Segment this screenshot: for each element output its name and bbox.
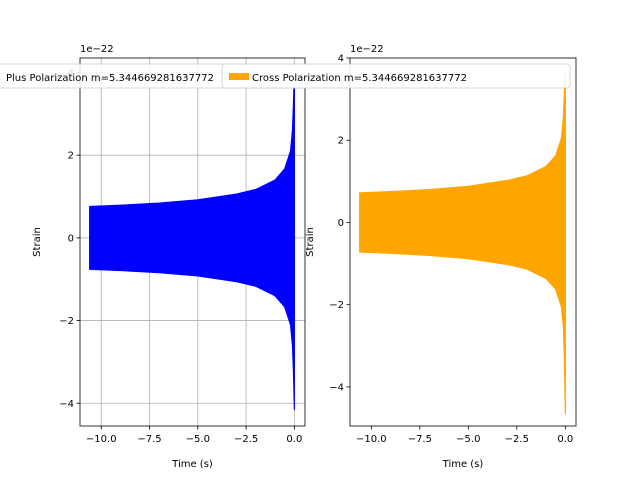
y-tick-label: −2 [59, 316, 74, 327]
x-tick-label: −2.5 [234, 434, 258, 445]
y-axis-label: Strain [305, 227, 316, 257]
cross-polarization-series [359, 73, 566, 415]
cross-legend: Cross Polarization m=5.344669281637772 [221, 63, 571, 89]
y-tick-label: −4 [329, 382, 344, 393]
y-axis-label: Strain [32, 227, 43, 257]
x-tick-label: 0.0 [557, 434, 573, 445]
axes-frame [79, 57, 306, 427]
y-tick-label: −2 [329, 300, 344, 311]
y-tick-label: 0 [338, 218, 344, 229]
y-tick-label: 4 [338, 54, 344, 65]
legend-entry-cross: Cross Polarization m=5.344669281637772 [252, 73, 467, 84]
x-tick-label: −7.5 [408, 434, 432, 445]
legend-box [221, 63, 571, 89]
legend-swatch-cross [229, 73, 249, 80]
axes-frame [349, 57, 577, 427]
x-tick-label: −7.5 [137, 434, 161, 445]
x-tick-label: −10.0 [86, 434, 117, 445]
x-tick-label: −10.0 [356, 434, 387, 445]
y-offset-label: 1e−22 [350, 44, 384, 55]
series-envelope [89, 65, 295, 411]
ticks: −10.0 −7.5 −5.0 −2.5 0.0 −4 −2 0 2 4 [329, 54, 573, 446]
y-tick-label: 2 [338, 136, 344, 147]
y-tick-label: 2 [68, 151, 74, 162]
series-envelope [359, 73, 566, 415]
x-axis-label: Time (s) [442, 459, 484, 470]
x-tick-label: −5.0 [456, 434, 480, 445]
x-tick-label: −2.5 [505, 434, 529, 445]
legend-entry-plus: Plus Polarization m=5.344669281637772 [6, 73, 214, 84]
plus-polarization-series [89, 65, 295, 411]
cross-polarization-panel: −10.0 −7.5 −5.0 −2.5 0.0 −4 −2 0 2 4 1e−22 Time (… [305, 44, 577, 470]
y-tick-label: 0 [68, 233, 74, 244]
x-tick-label: −5.0 [186, 434, 210, 445]
x-axis-label: Time (s) [171, 459, 213, 470]
y-tick-label: −4 [59, 399, 74, 410]
y-offset-label: 1e−22 [80, 44, 114, 55]
x-tick-label: 0.0 [286, 434, 302, 445]
